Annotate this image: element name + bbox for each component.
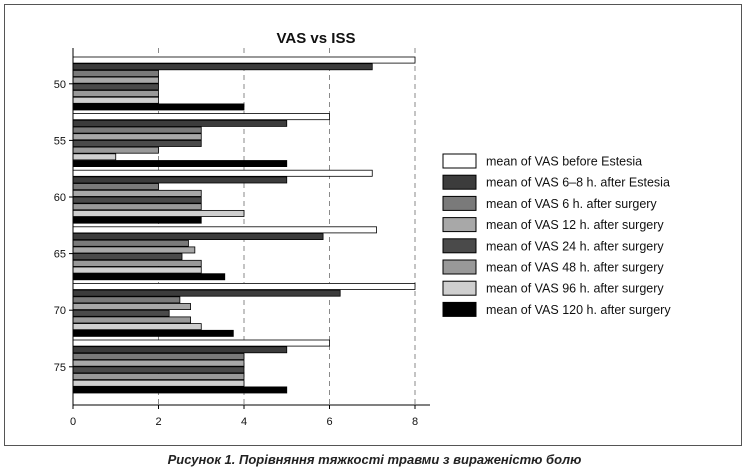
bar-65-series-4: [72, 246, 196, 254]
legend-label-2: mean of VAS 6–8 h. after Estesia: [486, 176, 670, 190]
bar-75-series-2: [72, 346, 288, 354]
bar-55-series-5: [72, 139, 202, 147]
bar-50-series-2: [72, 63, 373, 71]
bar-70-series-4: [72, 303, 191, 310]
bar-50-series-5: [72, 83, 159, 91]
x-tick-label-0: 0: [70, 416, 76, 428]
legend-swatch-5: [442, 238, 477, 254]
bar-50-series-7: [72, 96, 159, 104]
legend-label-4: mean of VAS 12 h. after surgery: [486, 218, 664, 232]
bar-70-series-8: [72, 329, 234, 337]
chart: VAS vs ISS 50 55 60 65 70 75 0 2 4 6 8 mean of VAS b…: [54, 30, 672, 428]
bar-75-series-7: [72, 379, 245, 387]
bar-55-series-4: [72, 133, 202, 141]
bar-60-series-7: [72, 209, 245, 217]
bar-60-series-4: [72, 189, 202, 197]
bar-75-series-8: [72, 386, 288, 394]
y-tick-label-70: 70: [54, 305, 66, 317]
legend-swatch-2: [442, 174, 477, 190]
bar-70-series-7: [72, 323, 202, 331]
bar-60-series-6: [72, 203, 202, 211]
legend-label-6: mean of VAS 48 h. after surgery: [486, 261, 664, 275]
legend-swatch-8: [442, 301, 477, 317]
legend-label-8: mean of VAS 120 h. after surgery: [486, 303, 671, 317]
bar-70-series-2: [72, 289, 341, 297]
bar-65-series-2: [72, 233, 324, 240]
y-tick-label-60: 60: [54, 192, 66, 204]
legend-swatch-7: [442, 280, 477, 296]
bar-60-series-2: [72, 176, 288, 184]
bar-65-series-8: [72, 273, 226, 281]
bar-70-series-5: [72, 309, 170, 317]
bar-50-series-1: [72, 56, 416, 64]
bar-60-series-8: [72, 216, 202, 224]
bar-70-series-3: [72, 296, 181, 304]
bar-50-series-4: [72, 76, 159, 84]
bar-75-series-4: [72, 359, 245, 367]
x-tick-label-2: 2: [155, 416, 161, 428]
bar-55-series-1: [72, 113, 330, 121]
x-tick-label-4: 4: [241, 416, 247, 428]
bar-60-series-5: [72, 196, 202, 204]
bar-65-series-3: [72, 239, 189, 247]
bar-50-series-3: [72, 70, 159, 77]
bar-70-series-6: [72, 316, 191, 324]
bar-50-series-6: [72, 90, 159, 97]
bar-55-series-2: [72, 119, 288, 127]
legend-swatch-3: [442, 195, 477, 211]
bar-55-series-6: [72, 146, 159, 154]
bar-75-series-3: [72, 352, 245, 360]
legend-label-5: mean of VAS 24 h. after surgery: [486, 239, 664, 253]
x-tick-label-6: 6: [326, 416, 332, 428]
bar-60-series-3: [72, 183, 159, 191]
legend-label-1: mean of VAS before Estesia: [486, 155, 642, 169]
y-tick-label-75: 75: [54, 362, 66, 374]
bar-75-series-1: [72, 339, 330, 347]
bar-75-series-6: [72, 373, 245, 380]
legend-label-7: mean of VAS 96 h. after surgery: [486, 282, 664, 296]
figure-caption: Рисунок 1. Порівняння тяжкості травми з …: [167, 452, 582, 467]
bar-55-series-7: [72, 153, 117, 161]
bar-70-series-1: [72, 282, 416, 290]
bar-55-series-3: [72, 126, 202, 134]
legend-label-3: mean of VAS 6 h. after surgery: [486, 197, 657, 211]
legend-swatch-1: [442, 153, 477, 169]
bar-55-series-8: [72, 160, 288, 167]
bar-65-series-7: [72, 266, 202, 274]
x-tick-label-8: 8: [412, 416, 418, 428]
bar-50-series-8: [72, 103, 245, 111]
y-tick-label-55: 55: [54, 135, 66, 147]
y-tick-label-65: 65: [54, 249, 66, 261]
bar-65-series-6: [72, 259, 202, 267]
bar-75-series-5: [72, 366, 245, 374]
legend-swatch-4: [442, 217, 477, 233]
chart-title: VAS vs ISS: [277, 30, 356, 47]
bar-65-series-1: [72, 226, 377, 234]
legend-swatch-6: [442, 259, 477, 275]
y-tick-label-50: 50: [54, 79, 66, 91]
bar-60-series-1: [72, 169, 373, 177]
bar-65-series-5: [72, 253, 183, 261]
